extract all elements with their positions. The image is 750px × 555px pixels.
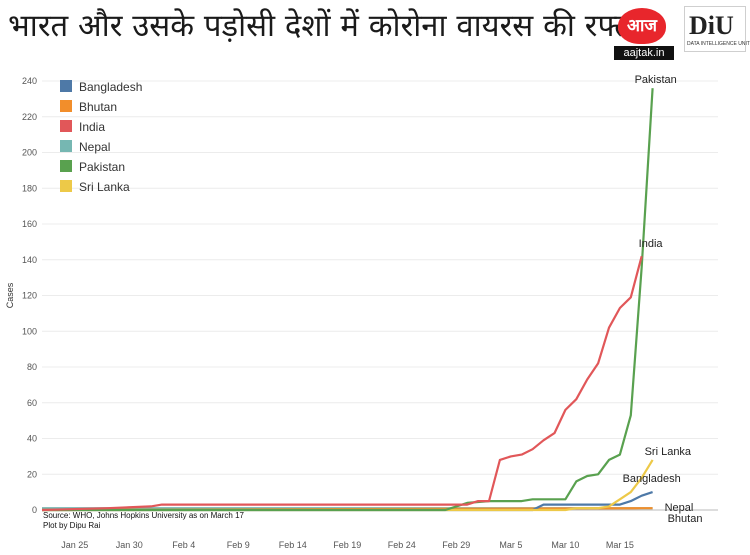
y-tick-label: 60 (27, 398, 37, 408)
y-tick-label: 200 (22, 148, 37, 158)
legend-swatch (60, 80, 72, 92)
x-tick-label: Feb 4 (172, 540, 195, 550)
series-line-sri-lanka (42, 459, 654, 512)
legend-swatch (60, 120, 72, 132)
end-label-bangladesh: Bangladesh (623, 473, 681, 485)
x-tick-label: Feb 19 (333, 540, 361, 550)
x-tick-label: Mar 15 (606, 540, 634, 550)
series-line-pakistan (42, 88, 654, 512)
x-tick-label: Jan 25 (61, 540, 88, 550)
x-tick-label: Feb 29 (442, 540, 470, 550)
end-label-bhutan: Bhutan (668, 513, 703, 525)
source-line: Source: WHO, Johns Hopkins University as… (43, 511, 244, 520)
y-tick-label: 20 (27, 469, 37, 479)
diu-logo-text: DiU (689, 11, 734, 40)
credit-line: Plot by Dipu Rai (43, 521, 101, 530)
series-line-india (41, 255, 643, 512)
end-label-sri-lanka: Sri Lanka (645, 446, 692, 458)
y-axis-label: Cases (5, 282, 15, 308)
x-tick-label: Mar 5 (499, 540, 522, 550)
end-label-pakistan: Pakistan (635, 74, 677, 86)
x-tick-label: Feb 14 (279, 540, 307, 550)
y-tick-label: 220 (22, 112, 37, 122)
legend-label: India (79, 120, 105, 134)
legend-swatch (60, 140, 72, 152)
end-label-india: India (639, 238, 664, 250)
y-tick-label: 180 (22, 183, 37, 193)
y-tick-label: 0 (32, 505, 37, 515)
aajtak-logo: आज तक aajtak.in (614, 4, 674, 72)
y-tick-label: 240 (22, 76, 37, 86)
legend-label: Bhutan (79, 100, 117, 114)
page-title: भारत और उसके पड़ोसी देशों में कोरोना वाय… (8, 8, 653, 44)
y-tick-label: 120 (22, 291, 37, 301)
x-tick-label: Jan 30 (116, 540, 143, 550)
legend-label: Nepal (79, 140, 110, 154)
source-note: Source: WHO, Johns Hopkins University as… (43, 511, 244, 531)
aajtak-logo-site: aajtak.in (614, 46, 674, 60)
end-label-nepal: Nepal (665, 502, 694, 514)
x-tick-label: Feb 24 (388, 540, 416, 550)
legend-label: Sri Lanka (79, 180, 130, 194)
y-tick-label: 80 (27, 362, 37, 372)
legend-label: Bangladesh (79, 80, 142, 94)
y-tick-label: 140 (22, 255, 37, 265)
x-tick-label: Feb 9 (227, 540, 250, 550)
legend-swatch (60, 160, 72, 172)
legend-swatch (60, 180, 72, 192)
x-tick-label: Mar 10 (551, 540, 579, 550)
legend-label: Pakistan (79, 160, 125, 174)
diu-logo: DiU DATA INTELLIGENCE UNIT (684, 6, 750, 52)
y-tick-label: 160 (22, 219, 37, 229)
diu-logo-subtext: DATA INTELLIGENCE UNIT (687, 41, 750, 47)
y-tick-label: 40 (27, 434, 37, 444)
legend-swatch (60, 100, 72, 112)
y-tick-label: 100 (22, 326, 37, 336)
